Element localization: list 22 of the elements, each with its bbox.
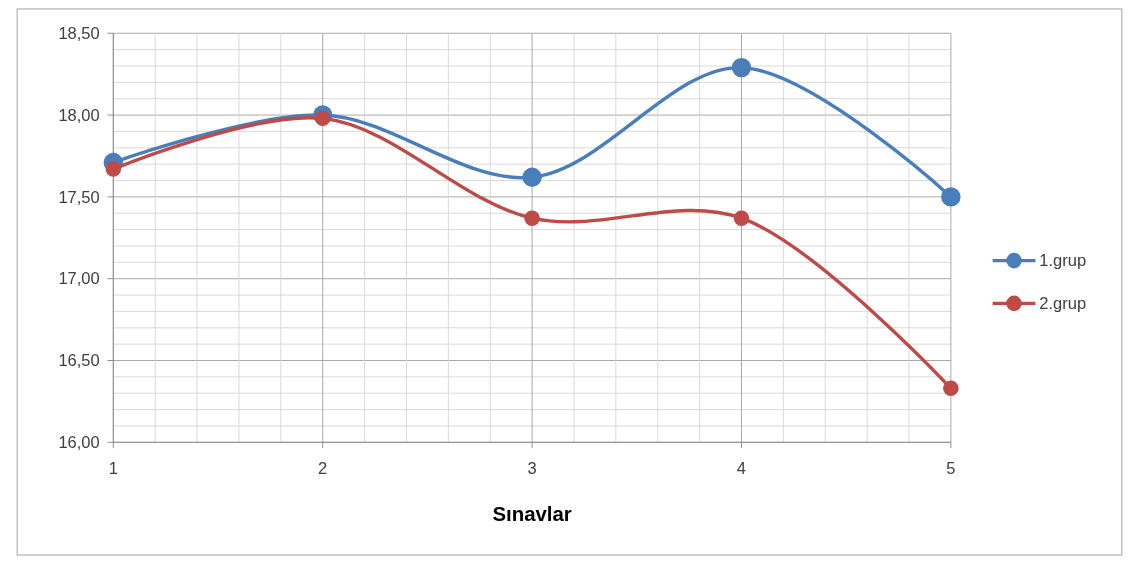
point [941,187,961,207]
point [522,167,542,187]
x-axis-title: Sınavlar [492,503,572,526]
y-tick-label: 16,00 [58,433,100,452]
y-tick-label: 17,50 [58,187,100,206]
y-tick-label: 17,00 [58,269,100,288]
x-tick-label: 3 [527,459,537,478]
point [105,161,122,177]
point [943,380,959,397]
point [314,110,331,127]
x-tick-label: 1 [108,459,118,478]
point [731,57,752,78]
y-tick-label: 18,00 [58,105,100,124]
y-tick-label: 18,50 [58,24,100,43]
y-tick-label: 16,50 [58,351,100,370]
point [524,210,540,226]
x-tick-label: 4 [736,459,747,478]
legend-label: 1.grup [1039,251,1087,270]
x-tick-label: 5 [946,459,956,478]
x-tick-label: 2 [318,459,328,478]
legend-label: 2.grup [1039,294,1087,313]
point [733,210,750,226]
